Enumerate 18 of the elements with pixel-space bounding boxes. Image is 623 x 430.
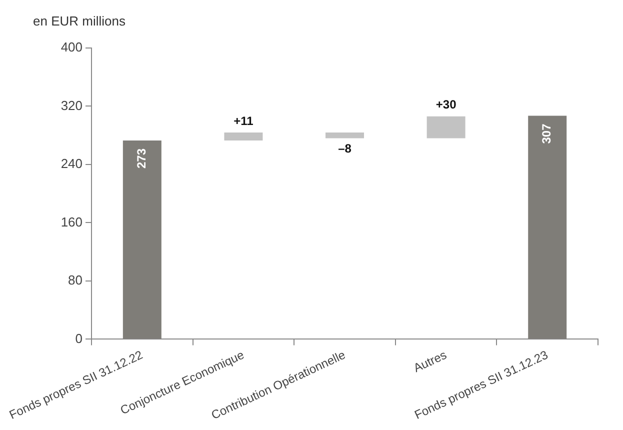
data-label: +11 bbox=[234, 114, 254, 128]
y-tick-label: 400 bbox=[60, 40, 83, 55]
data-label: 307 bbox=[540, 123, 554, 144]
y-tick-label: 80 bbox=[68, 272, 83, 288]
y-tick-label: 240 bbox=[60, 156, 83, 172]
bar bbox=[528, 116, 567, 339]
x-tick-label: Autres bbox=[411, 348, 449, 376]
data-label: +30 bbox=[436, 98, 457, 112]
data-label: 273 bbox=[134, 148, 148, 168]
y-axis-title: en EUR millions bbox=[33, 14, 126, 29]
y-tick-label: 0 bbox=[75, 330, 83, 346]
bar bbox=[426, 116, 466, 138]
y-tick-label: 320 bbox=[60, 98, 83, 113]
bar bbox=[326, 132, 364, 138]
data-label: –8 bbox=[338, 142, 352, 156]
bar bbox=[122, 140, 162, 339]
y-tick-label: 160 bbox=[60, 214, 83, 230]
bar bbox=[224, 132, 263, 140]
